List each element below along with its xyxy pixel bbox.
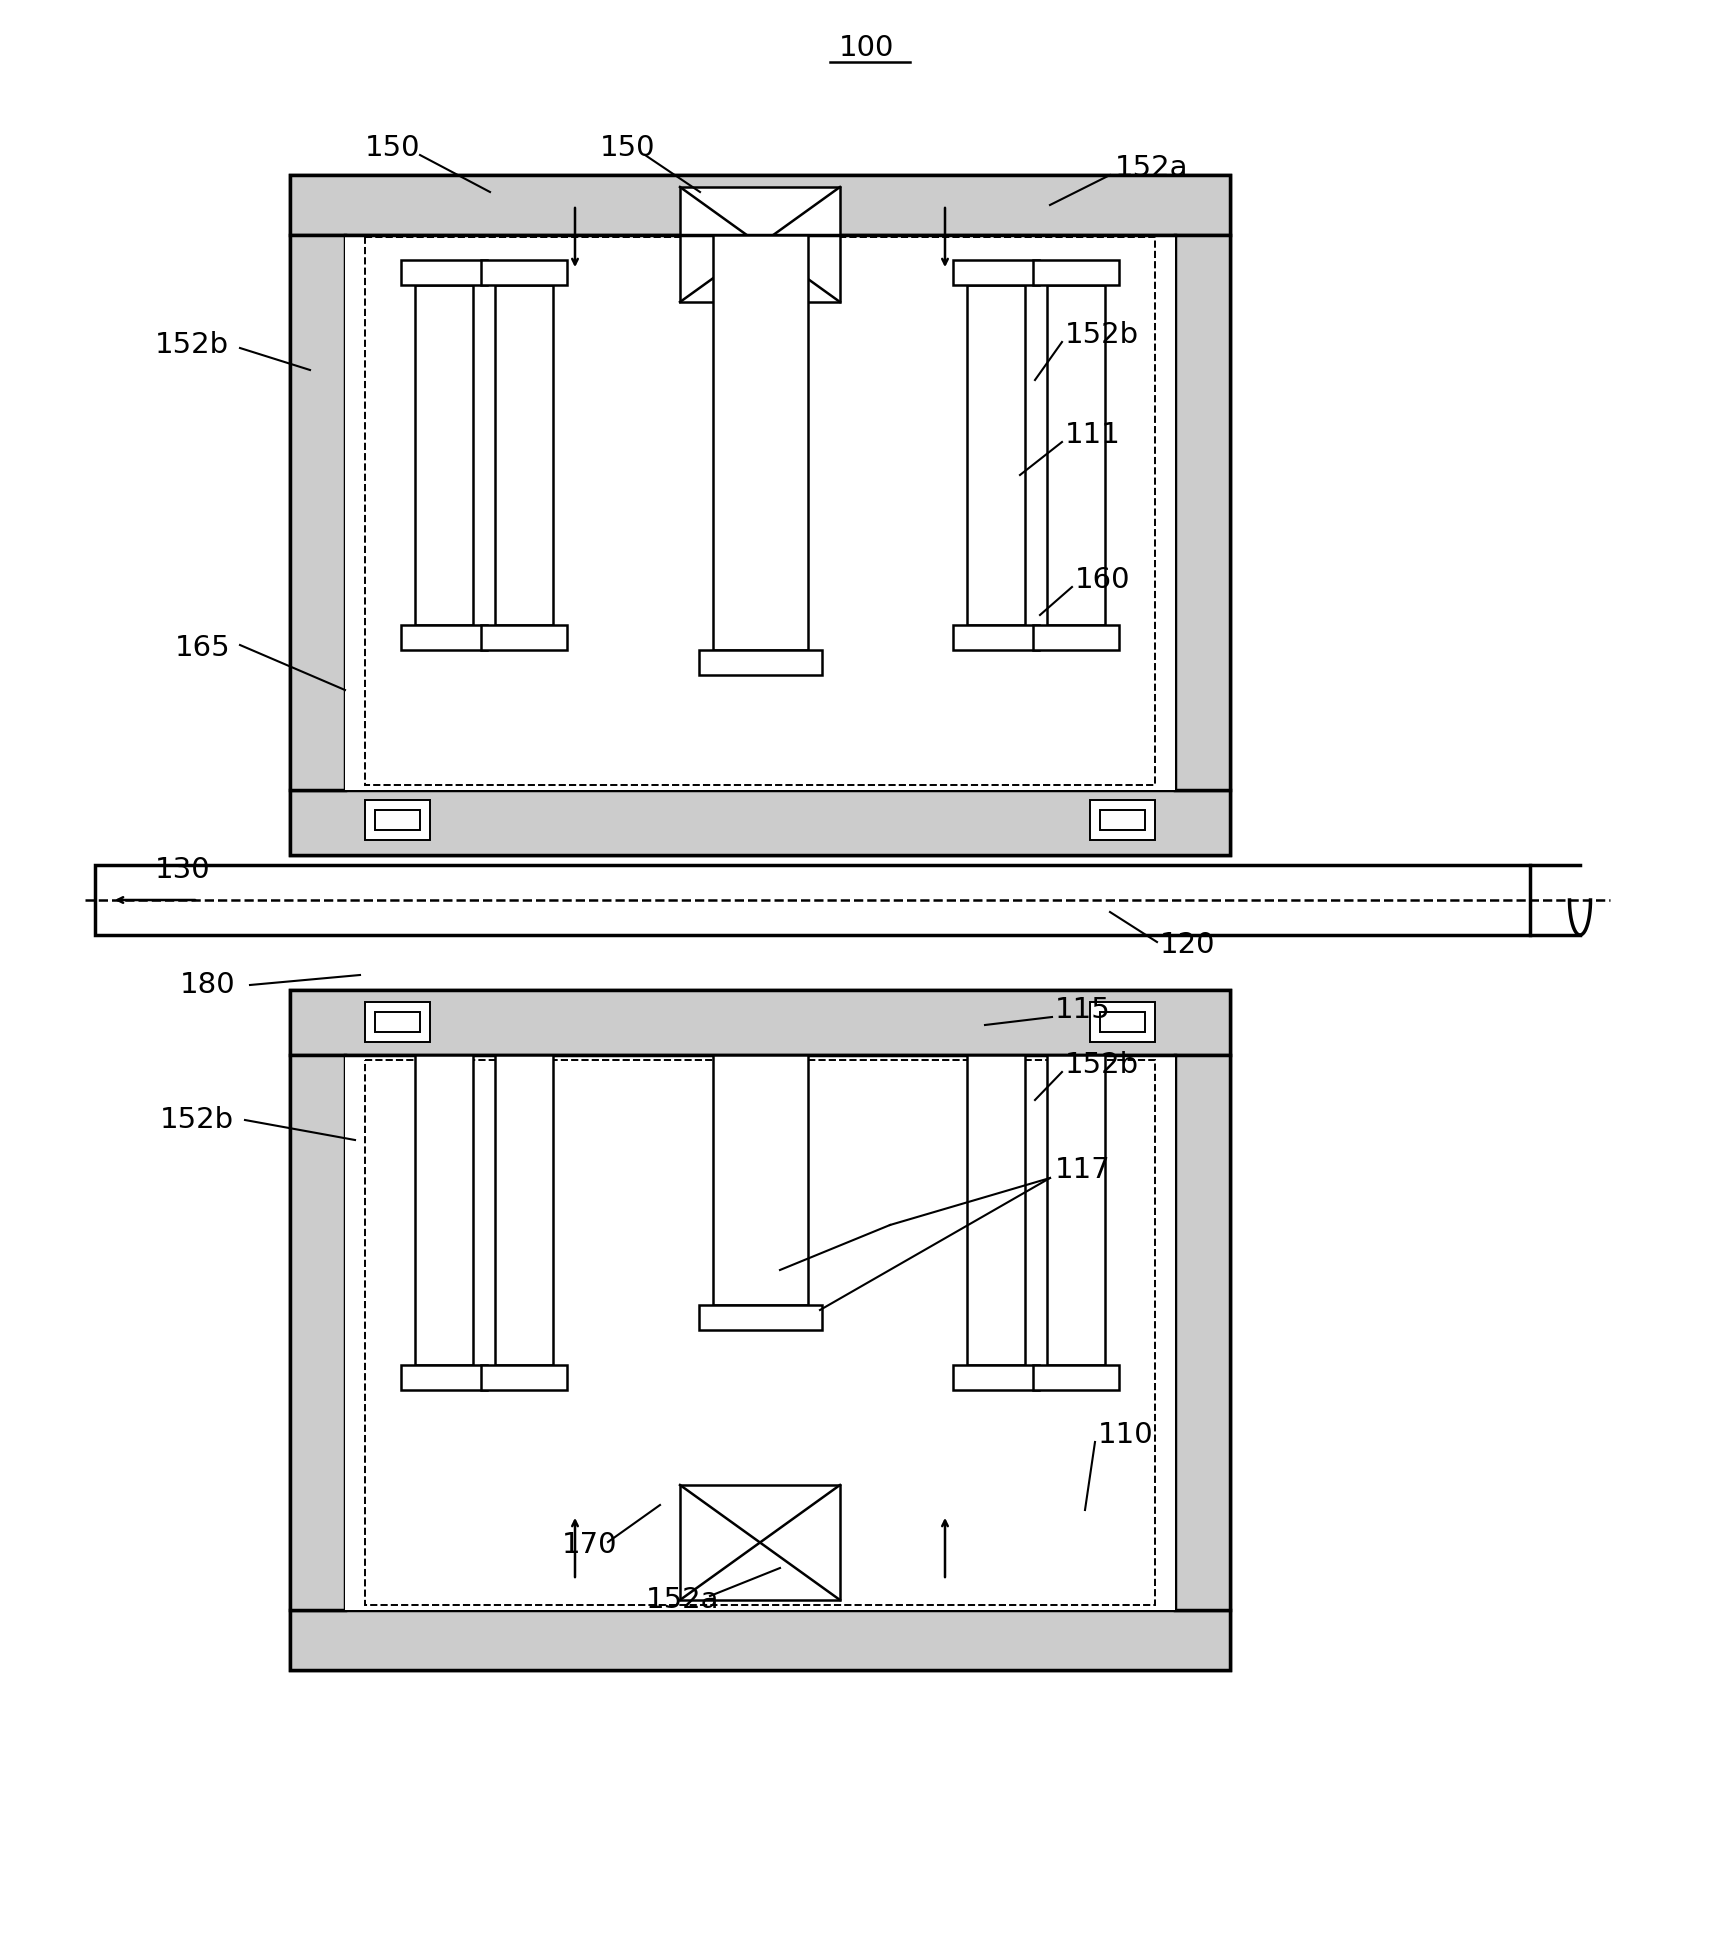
Bar [290, 174, 1230, 855]
Bar [1046, 284, 1105, 625]
Text: 110: 110 [1098, 1421, 1154, 1449]
Text: 152a: 152a [645, 1586, 720, 1615]
Text: 180: 180 [180, 971, 236, 1000]
Bar [401, 259, 488, 284]
Bar [1100, 810, 1145, 830]
Bar [364, 801, 430, 839]
Text: 111: 111 [1065, 422, 1121, 449]
Bar [1100, 1011, 1145, 1033]
Text: 170: 170 [562, 1532, 618, 1559]
Bar [1032, 1365, 1119, 1391]
Bar [345, 1056, 1175, 1609]
Bar [375, 1011, 420, 1033]
Bar [680, 1485, 840, 1599]
Bar [415, 1056, 474, 1365]
Bar [481, 625, 567, 650]
Text: 120: 120 [1161, 930, 1216, 959]
Bar [1032, 625, 1119, 650]
Bar [364, 1002, 430, 1042]
Bar [290, 990, 1230, 1669]
Text: 152a: 152a [1116, 155, 1188, 182]
Text: 150: 150 [600, 133, 656, 162]
Bar [290, 236, 345, 789]
Bar [290, 1056, 345, 1609]
Bar [699, 650, 822, 675]
Bar [401, 1365, 488, 1391]
Text: 100: 100 [840, 35, 895, 62]
Bar [290, 174, 1230, 236]
Bar [290, 1609, 1230, 1669]
Bar [494, 284, 553, 625]
Bar [1032, 259, 1119, 284]
Text: 115: 115 [1055, 996, 1110, 1023]
Bar [375, 810, 420, 830]
Bar [1175, 1056, 1230, 1609]
Bar [699, 1305, 822, 1331]
Bar [481, 259, 567, 284]
Text: 160: 160 [1076, 567, 1131, 594]
Bar [680, 188, 840, 302]
Bar [953, 259, 1039, 284]
Bar [966, 284, 1025, 625]
Bar [494, 1056, 553, 1365]
Bar [290, 789, 1230, 855]
Bar [1090, 801, 1156, 839]
Bar [713, 236, 809, 650]
Bar [401, 625, 488, 650]
Bar [953, 1365, 1039, 1391]
Text: 152b: 152b [1065, 321, 1140, 348]
Bar [364, 1060, 1156, 1605]
Bar [1046, 1056, 1105, 1365]
Text: 152b: 152b [160, 1106, 234, 1133]
Text: 150: 150 [364, 133, 420, 162]
Text: 117: 117 [1055, 1157, 1110, 1184]
Text: 152b: 152b [154, 331, 229, 360]
Bar [953, 625, 1039, 650]
Bar [415, 284, 474, 625]
Bar [966, 1056, 1025, 1365]
Bar [290, 990, 1230, 1056]
Text: 130: 130 [154, 857, 210, 884]
Bar [95, 864, 1530, 934]
Bar [713, 1056, 809, 1305]
Bar [345, 236, 1175, 789]
Bar [364, 238, 1156, 785]
Text: 165: 165 [175, 634, 231, 661]
Bar [1090, 1002, 1156, 1042]
Text: 152b: 152b [1065, 1050, 1140, 1079]
Bar [481, 1365, 567, 1391]
Bar [1175, 236, 1230, 789]
